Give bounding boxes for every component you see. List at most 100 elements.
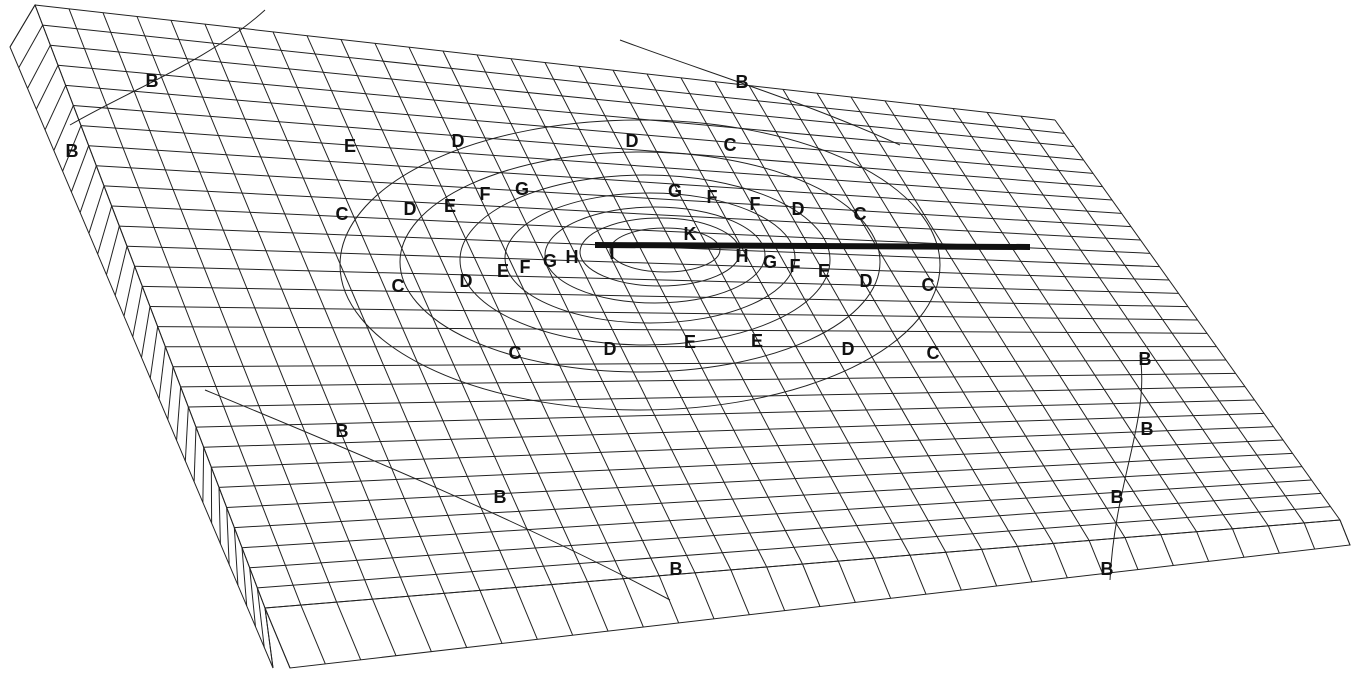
grid-line xyxy=(249,492,1322,569)
grid-line xyxy=(1054,119,1341,521)
side-line xyxy=(1196,531,1210,562)
grid-line xyxy=(714,81,983,550)
mesh xyxy=(9,3,1351,669)
contour-label: B xyxy=(1111,487,1124,507)
contour-label: B xyxy=(736,72,749,92)
side-line xyxy=(264,607,291,669)
grid-line xyxy=(257,506,1331,589)
side-line xyxy=(202,447,205,503)
left-face xyxy=(9,3,274,669)
side-line xyxy=(62,125,82,172)
side-line xyxy=(9,4,36,48)
contour-label: D xyxy=(452,131,465,151)
contour-label: H xyxy=(566,247,579,267)
contour-label: G xyxy=(543,251,557,271)
side-line xyxy=(407,596,432,652)
grid-line xyxy=(241,479,1312,549)
side-line xyxy=(336,601,362,660)
side-line xyxy=(1232,528,1245,558)
grid-line xyxy=(850,96,1126,538)
side-line xyxy=(1303,522,1316,550)
side-line xyxy=(79,165,97,213)
contour-label: B xyxy=(146,71,159,91)
side-line xyxy=(70,145,90,193)
side-line xyxy=(256,587,265,648)
side-line xyxy=(1339,519,1351,546)
contour-label: D xyxy=(626,131,639,151)
side-line xyxy=(149,326,159,379)
grid-line xyxy=(816,92,1090,541)
grid-line xyxy=(157,326,1208,334)
side-line xyxy=(241,547,248,606)
side-line xyxy=(909,555,927,595)
grid-line xyxy=(264,519,1341,609)
contour-label: F xyxy=(790,256,801,276)
side-line xyxy=(802,563,821,607)
contour-label: B xyxy=(1101,559,1114,579)
contour-label: G xyxy=(515,179,529,199)
contour xyxy=(399,151,881,373)
side-line xyxy=(1088,540,1104,574)
grid-line xyxy=(203,412,1265,448)
side-line xyxy=(766,566,786,611)
contour-label: B xyxy=(336,421,349,441)
contour-label: C xyxy=(854,204,867,224)
side-line xyxy=(1267,525,1280,554)
contour-label: D xyxy=(460,271,473,291)
grid-line xyxy=(782,89,1054,544)
side-line xyxy=(218,487,221,544)
contour xyxy=(69,9,266,126)
grid-line xyxy=(172,359,1227,368)
contour-label: K xyxy=(684,224,697,244)
grid-line xyxy=(918,104,1198,533)
contour-label: F xyxy=(707,187,718,207)
side-line xyxy=(88,185,105,234)
contour-label: H xyxy=(736,246,749,266)
side-line xyxy=(97,205,113,255)
side-line xyxy=(264,607,274,669)
grid-line xyxy=(1020,115,1305,524)
grid-line xyxy=(748,85,1018,547)
contour-label: F xyxy=(750,194,761,214)
contour-label: B xyxy=(1141,419,1154,439)
side-line xyxy=(193,427,197,482)
contour-label: E xyxy=(497,261,509,281)
contours xyxy=(69,9,1143,601)
side-line xyxy=(53,105,74,151)
contour-label: C xyxy=(336,204,349,224)
contour-label: D xyxy=(792,199,805,219)
side-line xyxy=(44,85,67,131)
contour xyxy=(609,227,721,273)
grid-line xyxy=(226,452,1293,508)
contour-label: F xyxy=(480,184,491,204)
contour-label: D xyxy=(604,339,617,359)
contour xyxy=(579,217,741,287)
contour-label: B xyxy=(1139,349,1152,369)
side-line xyxy=(141,306,151,358)
grid-line xyxy=(952,108,1233,530)
side-line xyxy=(300,604,326,665)
side-line xyxy=(1124,537,1139,570)
contour xyxy=(339,119,941,411)
side-line xyxy=(132,286,143,337)
side-line xyxy=(372,599,397,656)
contour-label: E xyxy=(344,136,356,156)
side-line xyxy=(945,552,962,591)
side-line xyxy=(18,24,44,68)
contour-label: E xyxy=(684,332,696,352)
side-line xyxy=(551,584,574,636)
contour-label: E xyxy=(751,331,763,351)
contour-label: B xyxy=(66,141,79,161)
side-line xyxy=(184,406,189,462)
contour-label: C xyxy=(927,343,940,363)
contour-label: C xyxy=(922,275,935,295)
contour-label: B xyxy=(494,487,507,507)
side-line xyxy=(35,65,59,110)
side-line xyxy=(1017,546,1033,583)
side-line xyxy=(114,246,128,296)
side-line xyxy=(587,581,609,632)
side-line xyxy=(226,507,230,565)
side-line xyxy=(1160,534,1174,566)
